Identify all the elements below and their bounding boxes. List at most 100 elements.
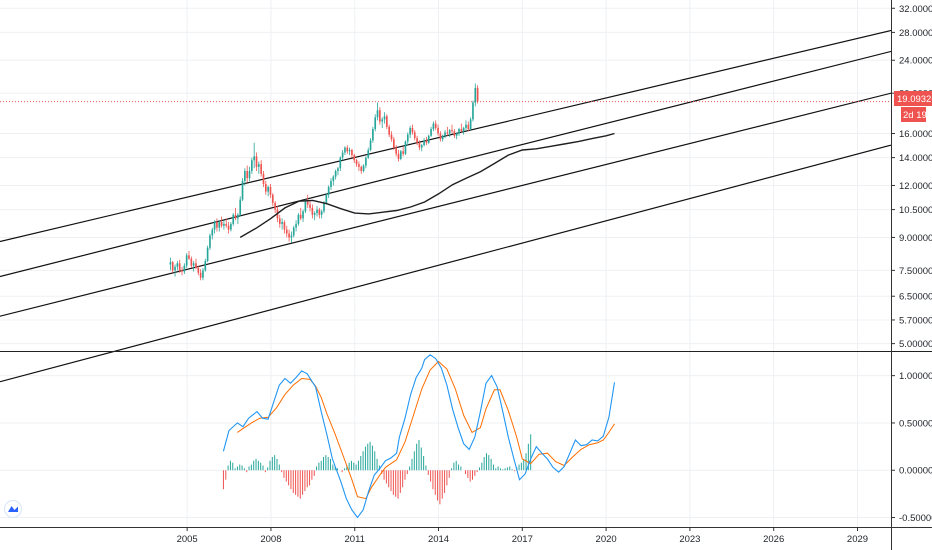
time-tick-label: 2023: [679, 534, 700, 545]
candle-body: [458, 129, 460, 134]
price-tick-label: 5.70000: [899, 315, 932, 326]
last-price-tag: 19.09326 2d 19h: [894, 91, 932, 122]
macd-tick-label: -0.50000: [899, 513, 932, 524]
time-tick-label: 2029: [847, 534, 868, 545]
candle-body: [318, 209, 321, 215]
channel-line: [0, 29, 892, 243]
macd-histogram: [222, 434, 532, 505]
candle-body: [202, 270, 204, 278]
price-tick-label: 6.50000: [899, 292, 932, 303]
candle-body: [337, 168, 339, 172]
candle-body: [223, 223, 225, 226]
candle-body: [311, 207, 314, 215]
candle-body: [390, 134, 393, 140]
candle-body: [476, 87, 479, 102]
candle-body: [225, 223, 228, 226]
candle-body: [325, 194, 328, 203]
macd-line: [222, 354, 616, 519]
candle-body: [297, 214, 300, 224]
candle-body: [409, 127, 411, 135]
candle-body: [204, 260, 207, 271]
candle-body: [474, 87, 477, 103]
candle-body: [281, 222, 283, 224]
macd-tick-label: 0.50000: [899, 418, 932, 429]
price-panel[interactable]: [0, 29, 892, 383]
candle-body: [302, 211, 304, 219]
candle-body: [190, 258, 193, 266]
candle-body: [195, 263, 197, 268]
time-tick-label: 2026: [763, 534, 784, 545]
candle-body: [399, 151, 402, 159]
candle-body: [181, 270, 183, 272]
logo-mark-icon: [8, 506, 18, 512]
candle-body: [246, 171, 249, 179]
candle-body: [199, 272, 202, 278]
price-tick-label: 24.00000: [899, 56, 932, 67]
candle-body: [469, 119, 472, 130]
candle-body: [234, 214, 237, 219]
channel-line: [0, 92, 892, 317]
time-tick-label: 2020: [596, 534, 617, 545]
candle-body: [232, 214, 235, 224]
channel-line: [0, 50, 892, 278]
candle-body: [423, 140, 425, 146]
macd-axis-labels[interactable]: 1.00000 0.50000 0.00000 -0.50000: [891, 371, 932, 524]
moving-average-line: [239, 132, 615, 239]
candle-body: [237, 214, 239, 219]
candlesticks: [169, 83, 479, 281]
tradingview-logo[interactable]: [4, 500, 22, 518]
last-price-label: 19.09326: [897, 94, 932, 105]
candle-body: [239, 199, 242, 215]
candle-body: [292, 227, 295, 236]
candle-body: [248, 171, 251, 179]
candle-body: [430, 129, 432, 136]
channel-line: [0, 144, 892, 383]
candle-body: [330, 181, 332, 187]
candle-body: [316, 209, 318, 214]
candle-body: [178, 263, 181, 271]
candle-body: [241, 181, 244, 200]
candle-body: [362, 165, 365, 172]
candle-body: [348, 150, 351, 152]
last-price-tag-bg: [894, 91, 932, 106]
candle-body: [353, 155, 356, 161]
candle-body: [255, 156, 258, 167]
candle-body: [413, 132, 416, 139]
price-tick-label: 32.00000: [899, 4, 932, 15]
price-tick-label: 7.50000: [899, 266, 932, 277]
price-tick-label: 10.50000: [899, 205, 932, 216]
candle-body: [320, 211, 323, 215]
candle-body: [309, 204, 311, 208]
candle-body: [437, 127, 439, 134]
macd-tick-label: 0.00000: [899, 466, 932, 477]
candle-body: [386, 116, 388, 127]
candle-body: [441, 135, 444, 140]
candle-body: [174, 266, 176, 271]
countdown-label: 2d 19h: [903, 110, 932, 121]
candle-body: [416, 138, 418, 143]
candle-body: [446, 132, 449, 134]
price-tick-label: 9.00000: [899, 233, 932, 244]
candle-body: [220, 222, 223, 226]
candle-body: [388, 126, 391, 135]
price-tick-label: 5.00000: [899, 339, 932, 350]
candle-body: [404, 141, 407, 154]
candle-body: [365, 157, 367, 166]
candle-body: [299, 214, 302, 219]
macd-panel[interactable]: [222, 354, 616, 519]
candle-body: [381, 119, 384, 122]
candle-body: [402, 151, 404, 154]
time-tick-label: 2017: [512, 534, 533, 545]
candle-body: [425, 140, 428, 143]
candle-body: [327, 186, 330, 195]
price-axis-labels[interactable]: 32.0000028.0000024.0000020.0000016.00000…: [891, 4, 932, 350]
candle-body: [251, 160, 253, 172]
candle-body: [216, 222, 218, 228]
signal-line: [237, 360, 615, 500]
candle-body: [427, 135, 430, 143]
countdown-tag-bg: [901, 107, 926, 122]
candle-body: [472, 102, 474, 120]
candle-body: [283, 222, 286, 230]
time-axis-labels[interactable]: 2005 2008 2011 2014 2017 2020 2023 2026 2029: [177, 527, 868, 545]
candle-body: [306, 201, 309, 205]
